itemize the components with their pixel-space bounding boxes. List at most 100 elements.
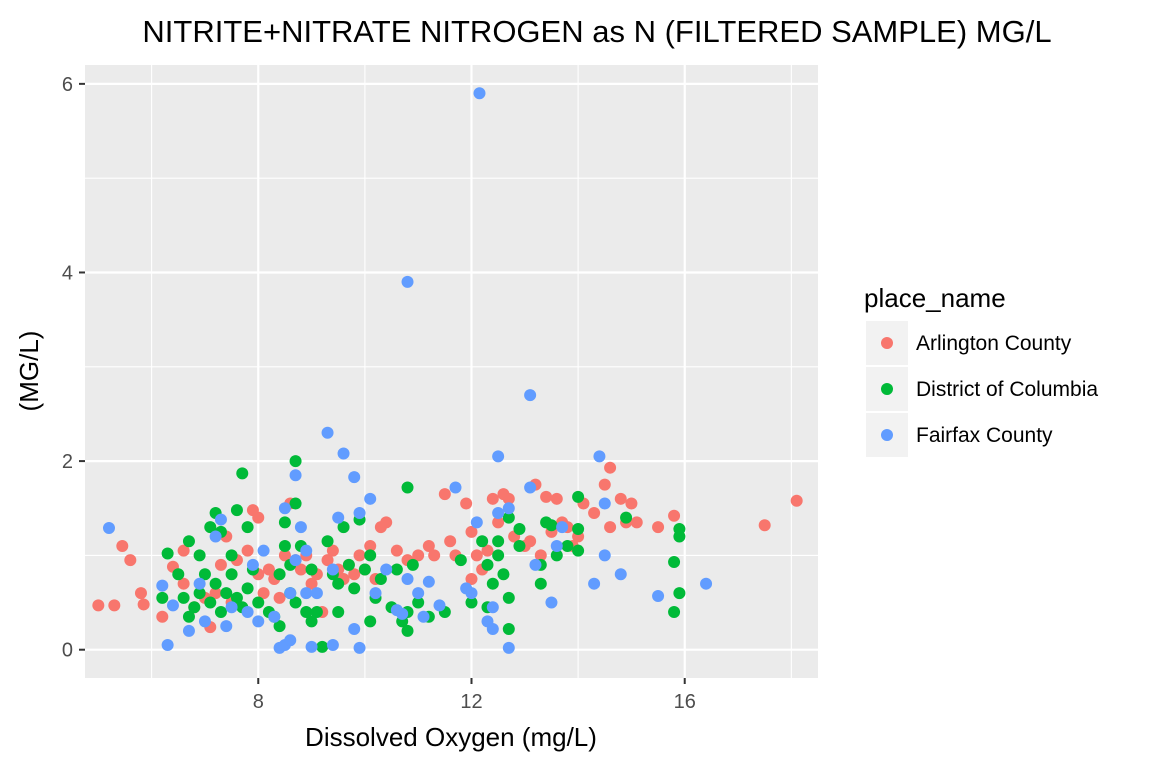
data-point [214,513,227,526]
data-point [630,516,643,529]
data-point [652,589,665,602]
data-point [182,624,195,637]
data-point [310,605,323,618]
data-point [134,587,147,600]
data-point [108,599,121,612]
data-point [673,530,686,543]
data-point [364,492,377,505]
legend-swatch [881,429,893,441]
legend-swatch [881,383,893,395]
data-point [588,577,601,590]
data-point [790,494,803,507]
data-point [198,615,211,628]
data-point [124,554,137,567]
data-point [278,502,291,515]
data-point [289,469,302,482]
data-point [241,544,254,557]
data-point [209,530,222,543]
data-point [326,544,339,557]
data-point [422,539,435,552]
data-point [193,549,206,562]
data-point [492,516,505,529]
data-point [353,506,366,519]
data-point [102,522,115,535]
data-point [422,575,435,588]
data-point [364,539,377,552]
data-point [321,426,334,439]
data-point [390,563,403,576]
data-point [358,563,371,576]
data-point [470,516,483,529]
data-point [289,554,302,567]
data-point [204,596,217,609]
data-point [401,275,414,288]
data-point [273,620,286,633]
chart-title: NITRITE+NITRATE NITROGEN as N (FILTERED … [142,14,1051,49]
data-point [225,549,238,562]
data-point [316,640,329,653]
data-point [204,521,217,534]
data-point [556,521,569,534]
data-point [342,558,355,571]
data-points [92,87,803,654]
data-point [668,605,681,618]
data-point [614,568,627,581]
data-point [220,587,233,600]
data-point [374,572,387,585]
data-point [172,568,185,581]
data-point [241,582,254,595]
data-point [289,497,302,510]
data-point [465,596,478,609]
data-point [460,497,473,510]
data-point [337,447,350,460]
data-point [502,641,515,654]
data-point [161,638,174,651]
data-point [502,502,515,515]
x-tick-label: 12 [460,691,482,713]
data-point [449,481,462,494]
data-point [444,535,457,548]
y-tick-label: 4 [62,262,73,284]
data-point [209,577,222,590]
data-point [428,549,441,562]
data-point [380,563,393,576]
data-point [513,539,526,552]
data-point [364,549,377,562]
data-point [369,587,382,600]
legend-title: place_name [864,283,1006,313]
data-point [230,504,243,517]
data-point [572,490,585,503]
data-point [289,455,302,468]
data-point [284,634,297,647]
data-point [332,605,345,618]
data-point [390,544,403,557]
data-point [433,599,446,612]
x-axis: 8 12 16 [253,678,696,713]
data-point [598,497,611,510]
data-point [156,579,169,592]
data-point [305,615,318,628]
data-point [310,587,323,600]
data-point [497,568,510,581]
data-point [284,587,297,600]
data-point [492,549,505,562]
data-point [305,577,318,590]
data-point [588,506,601,519]
data-point [348,568,361,581]
data-point [273,568,286,581]
y-tick-label: 0 [62,640,73,662]
data-point [438,488,451,501]
data-point [540,490,553,503]
data-point [534,549,547,562]
data-point [161,547,174,560]
data-point [550,539,563,552]
x-tick-label: 16 [674,691,696,713]
data-point [294,521,307,534]
legend-label: Arlington County [916,332,1072,355]
legend-label: Fairfax County [916,424,1053,447]
data-point [492,450,505,463]
data-point [289,596,302,609]
legend-label: District of Columbia [916,378,1098,401]
data-point [401,481,414,494]
data-point [225,568,238,581]
